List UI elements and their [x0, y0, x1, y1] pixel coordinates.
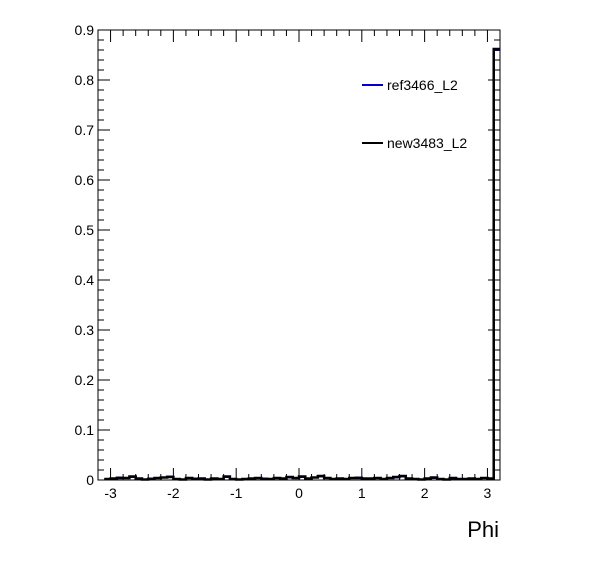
- data-point-new3483_L2: [445, 478, 448, 481]
- data-point-new3483_L2: [244, 478, 247, 480]
- data-point-new3483_L2: [326, 477, 329, 479]
- data-point-new3483_L2: [382, 478, 385, 480]
- data-point-new3483_L2: [118, 477, 121, 479]
- y-tick-label: 0.2: [75, 372, 95, 388]
- data-point-new3483_L2: [307, 477, 310, 480]
- x-tick-label: -2: [167, 485, 180, 501]
- y-tick-labels: 0 0.1 0.2 0.3 0.4 0.5 0.6 0.7 0.8 0.9: [75, 22, 95, 488]
- data-point-new3483_L2: [200, 477, 203, 480]
- y-tick-label: 0.8: [75, 72, 95, 88]
- data-point-new3483_L2: [301, 475, 304, 478]
- data-point-new3483_L2: [483, 477, 486, 479]
- data-point-new3483_L2: [144, 478, 147, 481]
- y-tick-label: 0.4: [75, 272, 95, 288]
- legend-label-ref: ref3466_L2: [387, 77, 458, 93]
- data-point-new3483_L2: [125, 477, 128, 479]
- data-point-new3483_L2: [401, 475, 404, 477]
- data-point-new3483_L2: [169, 476, 172, 478]
- data-point-new3483_L2: [131, 475, 134, 478]
- data-point-new3483_L2: [370, 477, 373, 480]
- data-point-new3483_L2: [276, 477, 279, 479]
- x-tick-label: 1: [358, 485, 366, 501]
- data-point-new3483_L2: [263, 478, 266, 480]
- x-tick-label: 3: [484, 485, 492, 501]
- data-point-new3483_L2: [175, 478, 178, 480]
- data-point-new3483_L2: [338, 477, 341, 480]
- y-tick-label: 0.1: [75, 422, 95, 438]
- data-point-new3483_L2: [213, 477, 216, 480]
- y-tick-label: 0.6: [75, 172, 95, 188]
- data-point-new3483_L2: [420, 478, 423, 481]
- data-point-new3483_L2: [345, 478, 348, 480]
- data-point-new3483_L2: [389, 477, 392, 479]
- data-point-new3483_L2: [194, 478, 197, 480]
- data-point-new3483_L2: [363, 477, 366, 480]
- data-point-new3483_L2: [470, 477, 473, 480]
- data-point-new3483_L2: [426, 477, 429, 480]
- data-point-new3483_L2: [433, 476, 436, 479]
- data-point-new3483_L2: [464, 478, 467, 480]
- y-tick-label: 0.5: [75, 222, 95, 238]
- data-point-new3483_L2: [451, 477, 454, 479]
- data-point-new3483_L2: [288, 476, 291, 478]
- y-tick-label: 0.9: [75, 22, 95, 38]
- x-tick-label: 0: [295, 485, 303, 501]
- data-point-new3483_L2: [439, 478, 442, 480]
- data-point-new3483_L2: [206, 478, 209, 481]
- data-point-new3483_L2: [351, 477, 354, 479]
- data-series: [104, 47, 500, 481]
- data-point-new3483_L2: [269, 478, 272, 480]
- data-point-new3483_L2: [112, 477, 115, 480]
- data-point-new3483_L2: [319, 475, 322, 477]
- y-tick-label: 0.3: [75, 322, 95, 338]
- legend-box: [356, 58, 484, 170]
- data-point-new3483_L2: [238, 478, 241, 481]
- legend: ref3466_L2 new3483_L2: [356, 58, 484, 170]
- data-point-new3483_L2: [181, 478, 184, 481]
- data-point-new3483_L2: [495, 48, 498, 50]
- data-point-new3483_L2: [257, 477, 260, 479]
- data-point-new3483_L2: [232, 478, 235, 480]
- data-point-new3483_L2: [357, 477, 360, 479]
- data-point-new3483_L2: [294, 477, 297, 479]
- series-line-new3483_L2: [104, 47, 500, 481]
- x-tick-label: -1: [230, 485, 243, 501]
- x-tick-label: 2: [421, 485, 429, 501]
- data-point-new3483_L2: [376, 477, 379, 479]
- data-point-new3483_L2: [332, 478, 335, 480]
- data-point-new3483_L2: [156, 477, 159, 479]
- data-point-new3483_L2: [477, 478, 480, 480]
- data-point-new3483_L2: [162, 476, 165, 479]
- data-point-new3483_L2: [414, 478, 417, 480]
- data-point-new3483_L2: [458, 478, 461, 480]
- x-tick-labels: -3 -2 -1 0 1 2 3: [104, 485, 491, 501]
- data-point-new3483_L2: [250, 477, 253, 480]
- data-point-new3483_L2: [106, 478, 109, 480]
- data-point-new3483_L2: [282, 477, 285, 480]
- y-tick-label: 0.7: [75, 122, 95, 138]
- data-point-new3483_L2: [489, 477, 492, 480]
- legend-label-new: new3483_L2: [387, 135, 467, 151]
- x-tick-label: -3: [104, 485, 117, 501]
- x-axis-title: Phi: [467, 517, 499, 542]
- data-point-new3483_L2: [225, 475, 228, 478]
- y-tick-label: 0: [86, 472, 94, 488]
- data-point-new3483_L2: [407, 477, 410, 480]
- data-point-new3483_L2: [395, 476, 398, 478]
- data-point-new3483_L2: [219, 478, 222, 480]
- data-point-new3483_L2: [150, 478, 153, 480]
- data-point-new3483_L2: [188, 477, 191, 479]
- data-point-new3483_L2: [137, 477, 140, 480]
- data-point-new3483_L2: [313, 476, 316, 479]
